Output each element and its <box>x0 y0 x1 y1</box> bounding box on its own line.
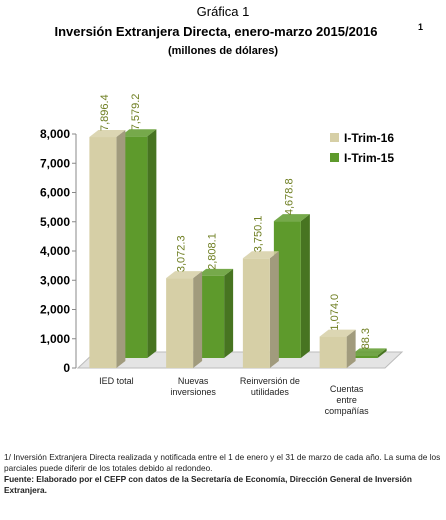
chart-subtitle: (millones de dólares) <box>168 45 278 57</box>
bar-top <box>166 271 203 279</box>
value-label: 2,808.1 <box>207 233 219 270</box>
bar-top <box>242 251 279 259</box>
bar-side <box>224 268 234 358</box>
bar <box>319 336 347 368</box>
chart: Gráfica 1 Inversión Extranjera Directa, … <box>40 4 423 375</box>
bar-top <box>197 268 234 276</box>
notes: 1/ Inversión Extranjera Directa realizad… <box>4 452 444 496</box>
bar-side <box>193 271 203 368</box>
value-label: 4,678.8 <box>283 178 295 215</box>
legend-label: I-Trim-15 <box>344 151 394 165</box>
y-tick-label: 7,000 <box>40 156 70 170</box>
x-tick-label: Reinversión de utilidades <box>239 376 300 397</box>
bar-top <box>273 214 310 222</box>
y-tick-label: 2,000 <box>40 303 70 317</box>
x-tick-label: Nuevas inversiones <box>170 376 216 397</box>
value-label: 7,579.2 <box>130 94 142 131</box>
bar-side <box>269 251 279 368</box>
legend-label: I-Trim-16 <box>344 131 394 145</box>
bar-side <box>346 329 356 368</box>
note: 1/ Inversión Extranjera Directa realizad… <box>4 452 441 473</box>
bar-side <box>147 129 157 358</box>
bar <box>166 278 194 368</box>
y-tick-label: 4,000 <box>40 244 70 258</box>
y-tick-label: 1,000 <box>40 332 70 346</box>
bar-side <box>116 130 126 368</box>
y-tick-label: 5,000 <box>40 215 70 229</box>
title-note: 1 <box>418 22 423 32</box>
bar-side <box>300 214 310 358</box>
value-label: 3,750.1 <box>252 216 264 253</box>
y-tick-label: 6,000 <box>40 186 70 200</box>
y-tick-label: 3,000 <box>40 273 70 287</box>
value-label: 88.3 <box>360 328 372 349</box>
bar <box>242 258 270 368</box>
value-label: 3,072.3 <box>176 235 188 272</box>
bar-side <box>377 348 387 358</box>
bar <box>89 137 117 368</box>
bar <box>350 355 378 358</box>
chart-heading: Gráfica 1 <box>197 4 250 19</box>
legend-swatch <box>330 153 339 162</box>
note: Fuente: Elaborado por el CEFP con datos … <box>4 474 412 495</box>
bar-top <box>120 129 157 137</box>
bar-top <box>350 348 387 356</box>
y-tick-label: 0 <box>63 361 70 375</box>
x-tick-label: Cuentas entre compañías <box>324 384 369 416</box>
x-tick-label: IED total <box>99 376 134 386</box>
chart-title: Inversión Extranjera Directa, enero-marz… <box>55 24 378 39</box>
bar-top <box>319 329 356 337</box>
bar-top <box>89 130 126 138</box>
y-tick-label: 8,000 <box>40 127 70 141</box>
legend-swatch <box>330 133 339 142</box>
value-label: 7,896.4 <box>99 94 111 131</box>
value-label: 1,074.0 <box>329 294 341 331</box>
